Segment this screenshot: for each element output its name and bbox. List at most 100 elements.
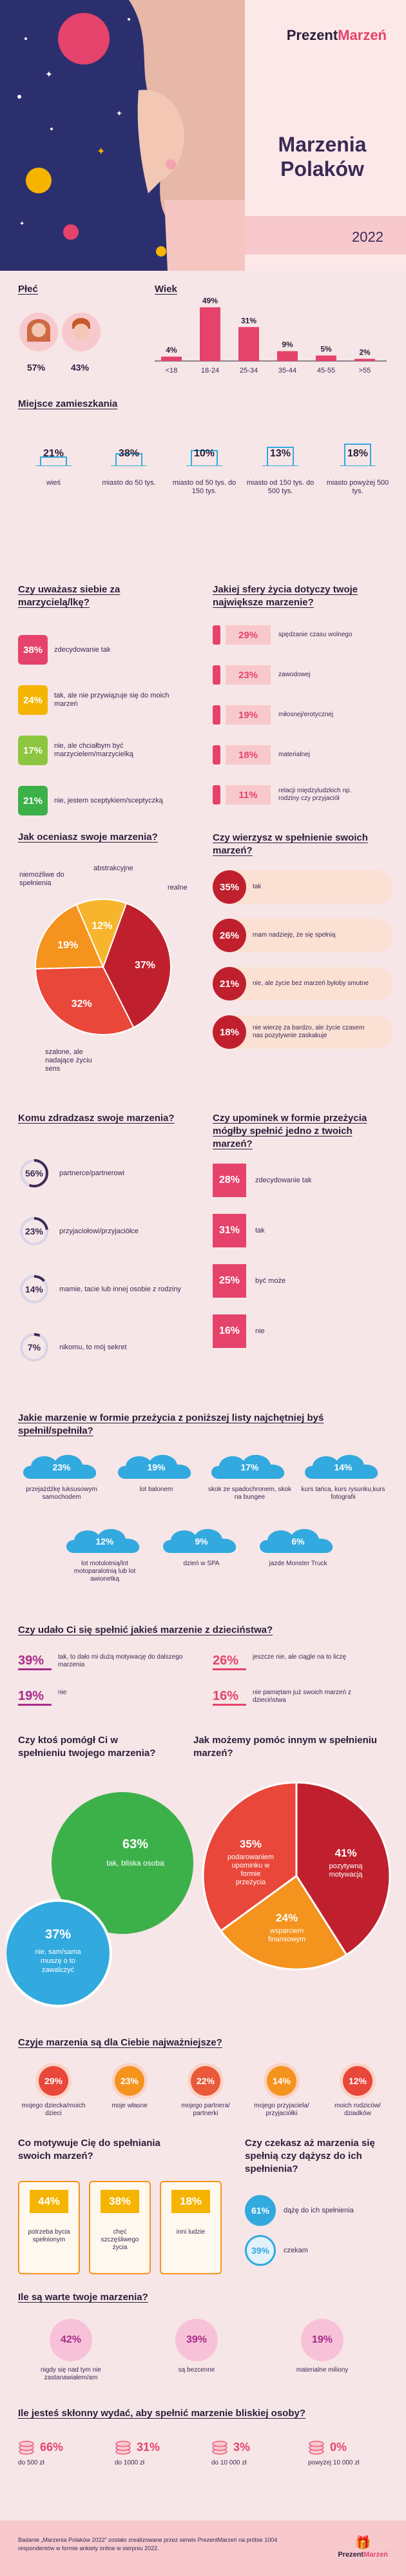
- spend-pct: 66%: [40, 2440, 64, 2454]
- motivate-item: 38% chęć szczęśliwego życia: [89, 2181, 151, 2274]
- experience-pct: 12%: [95, 1536, 114, 1547]
- dreamer-pct: 17%: [18, 736, 48, 765]
- footer-brand-prefix: Prezent: [338, 2551, 364, 2559]
- age-bar: [277, 351, 298, 361]
- hero-title-line2: Polaków: [280, 157, 364, 181]
- sphere-marker: [213, 665, 220, 685]
- progress-ring: [20, 1333, 48, 1361]
- gift-item: 28% zdecydowanie tak: [213, 1164, 311, 1197]
- whose-label: mojego partnera/ partnerki: [181, 2102, 230, 2117]
- gift-title: Czy upominek w formie przeżycia mógłby s…: [213, 1113, 367, 1149]
- whose-pct: 22%: [191, 2066, 220, 2096]
- confide-label: partnerce/partnerowi: [59, 1169, 124, 1177]
- sphere-item: 29% spędzanie czasu wolnego: [213, 625, 369, 645]
- childhood-item: 19% nie: [18, 1689, 198, 1706]
- age-data-label: 4%: [166, 346, 177, 355]
- experience-label: lot balonem: [139, 1486, 173, 1493]
- confide-pct: 56%: [24, 1168, 44, 1178]
- residence-label: wieś: [46, 479, 61, 487]
- age-bar: [161, 356, 182, 361]
- believe-pct: 18%: [213, 1015, 246, 1049]
- pie-category-label: abstrakcyjne: [93, 864, 133, 872]
- motivate-title: Co motywuje Cię do spełniania swoich mar…: [18, 2138, 160, 2161]
- pie-category-label: upominku w: [232, 1862, 270, 1869]
- dreamer-item: 24% tak, ale nie przywiązuje się do moich…: [18, 685, 183, 715]
- sphere-marker: [213, 785, 220, 805]
- brand-logo: PrezentMarzeń: [287, 27, 387, 44]
- residence-item: 13% miasto od 150 tys. do 500 tys.: [245, 434, 316, 496]
- assess-believe-section: Jak oceniasz swoje marzenia? 37% 32% 19% 12…: [0, 832, 406, 1077]
- dreamer-sphere-section: Czy uważasz siebie za marzycielą/lkę? 38…: [0, 583, 406, 835]
- sphere-pct: 18%: [226, 745, 271, 765]
- building-icon: [245, 434, 316, 466]
- progress-ring: [20, 1159, 48, 1187]
- gift-label: być może: [255, 1277, 286, 1285]
- experience-pct: 14%: [334, 1462, 353, 1472]
- footer-logo: 🎁 PrezentMarzeń: [338, 2535, 388, 2559]
- helped-no: 37% nie, sam/sama muszę o to zawalczyć: [26, 1927, 90, 1975]
- sphere-item: 23% zawodowej: [213, 665, 369, 685]
- helped-title: Czy ktoś pomógł Ci w spełnieniu twojego …: [18, 1735, 156, 1759]
- dreamer-pct: 38%: [18, 635, 48, 665]
- pie-slice: [102, 903, 171, 1029]
- whose-label: mojego przyjaciela/ przyjaciółki: [254, 2102, 309, 2117]
- confide-label: mamie, tacie lub innej osobie z rodziny: [59, 1285, 181, 1293]
- sphere-label: spędzanie czasu wolnego: [278, 631, 353, 638]
- residence-label: miasto od 150 tys. do 500 tys.: [246, 479, 314, 495]
- whose-pct: 23%: [115, 2066, 144, 2096]
- hero-title: Marzenia Polaków: [258, 132, 387, 181]
- pie-category-label: realne: [168, 884, 188, 892]
- pie-slice: [35, 904, 104, 970]
- age-data-label: 31%: [241, 316, 256, 325]
- worth-pct: 42%: [50, 2319, 92, 2361]
- sphere-item: 11% relacji międzyludzkich np. rodziny cz…: [213, 785, 369, 805]
- spend-row: 0%: [308, 2439, 398, 2455]
- worth-label: nigdy się nad tym nie zastanawiałem/am: [41, 2366, 101, 2381]
- childhood-label: nie: [58, 1689, 67, 1696]
- gift-pct: 16%: [213, 1314, 246, 1348]
- believe-label: mam nadzieję, że się spełnią: [253, 932, 336, 939]
- motivate-label: inni ludzie: [176, 2229, 206, 2236]
- hero-illustration: ✦ ✦ ✦ ✦: [0, 0, 245, 271]
- age-data-label: 5%: [320, 345, 332, 354]
- help-section: Czy ktoś pomógł Ci w spełnieniu twojego …: [0, 1734, 406, 2011]
- spend-section: Ile jesteś skłonny wydać, aby spełnić ma…: [0, 2408, 406, 2498]
- gift-label: tak: [255, 1227, 265, 1234]
- spend-pct: 31%: [137, 2440, 160, 2454]
- age-tick-label: <18: [166, 367, 178, 375]
- dreamer-title: Czy uważasz siebie za marzycielą/lkę?: [18, 584, 121, 608]
- worth-label: są bezcenne: [178, 2366, 215, 2374]
- experience-section: Jakie marzenie w formie przeżycia z poni…: [0, 1412, 406, 1605]
- footer: Badanie „Marzenia Polaków 2022” zostało …: [0, 2521, 406, 2576]
- spend-row: 66%: [18, 2439, 108, 2455]
- waiting-item: 61% dążę do ich spełnienia: [245, 2195, 354, 2226]
- gender-female-pct: 57%: [27, 362, 46, 373]
- confide-pct: 7%: [27, 1342, 41, 1352]
- experience-title: Jakie marzenie w formie przeżycia z poni…: [18, 1412, 324, 1436]
- helped-no-label: nie, sam/sama muszę o to zawalczyć: [35, 1948, 81, 1974]
- pie-category-label: szalone, ale: [45, 1048, 83, 1056]
- gender-age-section: Płeć 57% 43% Wiek 4% <18 49% 18-24 31% 25-34 9…: [0, 284, 406, 387]
- worth-pct: 39%: [175, 2319, 218, 2361]
- childhood-pct: 26%: [213, 1654, 246, 1670]
- age-data-label: 49%: [202, 297, 218, 306]
- sphere-label: miłosnej/erotycznej: [278, 711, 334, 718]
- pie-category-label: finansowym: [268, 1935, 305, 1943]
- whose-item: 12% moich rodziców/ dziadków: [322, 2066, 393, 2118]
- gift-icon: 🎁: [354, 2536, 371, 2550]
- motivate-label: potrzeba bycia spełnionym: [28, 2229, 70, 2243]
- dreamer-label: tak, ale nie przywiązuje się do moich ma…: [54, 692, 169, 708]
- worth-section: Ile są warte twoje marzenia? 42% nigdy si…: [0, 2292, 406, 2395]
- cloud-icon: [118, 1454, 191, 1479]
- pie-slice: [35, 966, 135, 1035]
- assess-title: Jak oceniasz swoje marzenia?: [18, 832, 158, 843]
- pie-data-label: 32%: [72, 999, 92, 1010]
- experience-pct: 6%: [291, 1536, 305, 1547]
- gift-pct: 31%: [213, 1214, 246, 1247]
- spend-title: Ile jesteś skłonny wydać, aby spełnić ma…: [18, 2408, 306, 2419]
- age-data-label: 9%: [282, 340, 293, 349]
- residence-pct: 18%: [347, 448, 369, 459]
- experience-pct: 23%: [52, 1462, 71, 1472]
- pie-data-label: 19%: [57, 940, 78, 951]
